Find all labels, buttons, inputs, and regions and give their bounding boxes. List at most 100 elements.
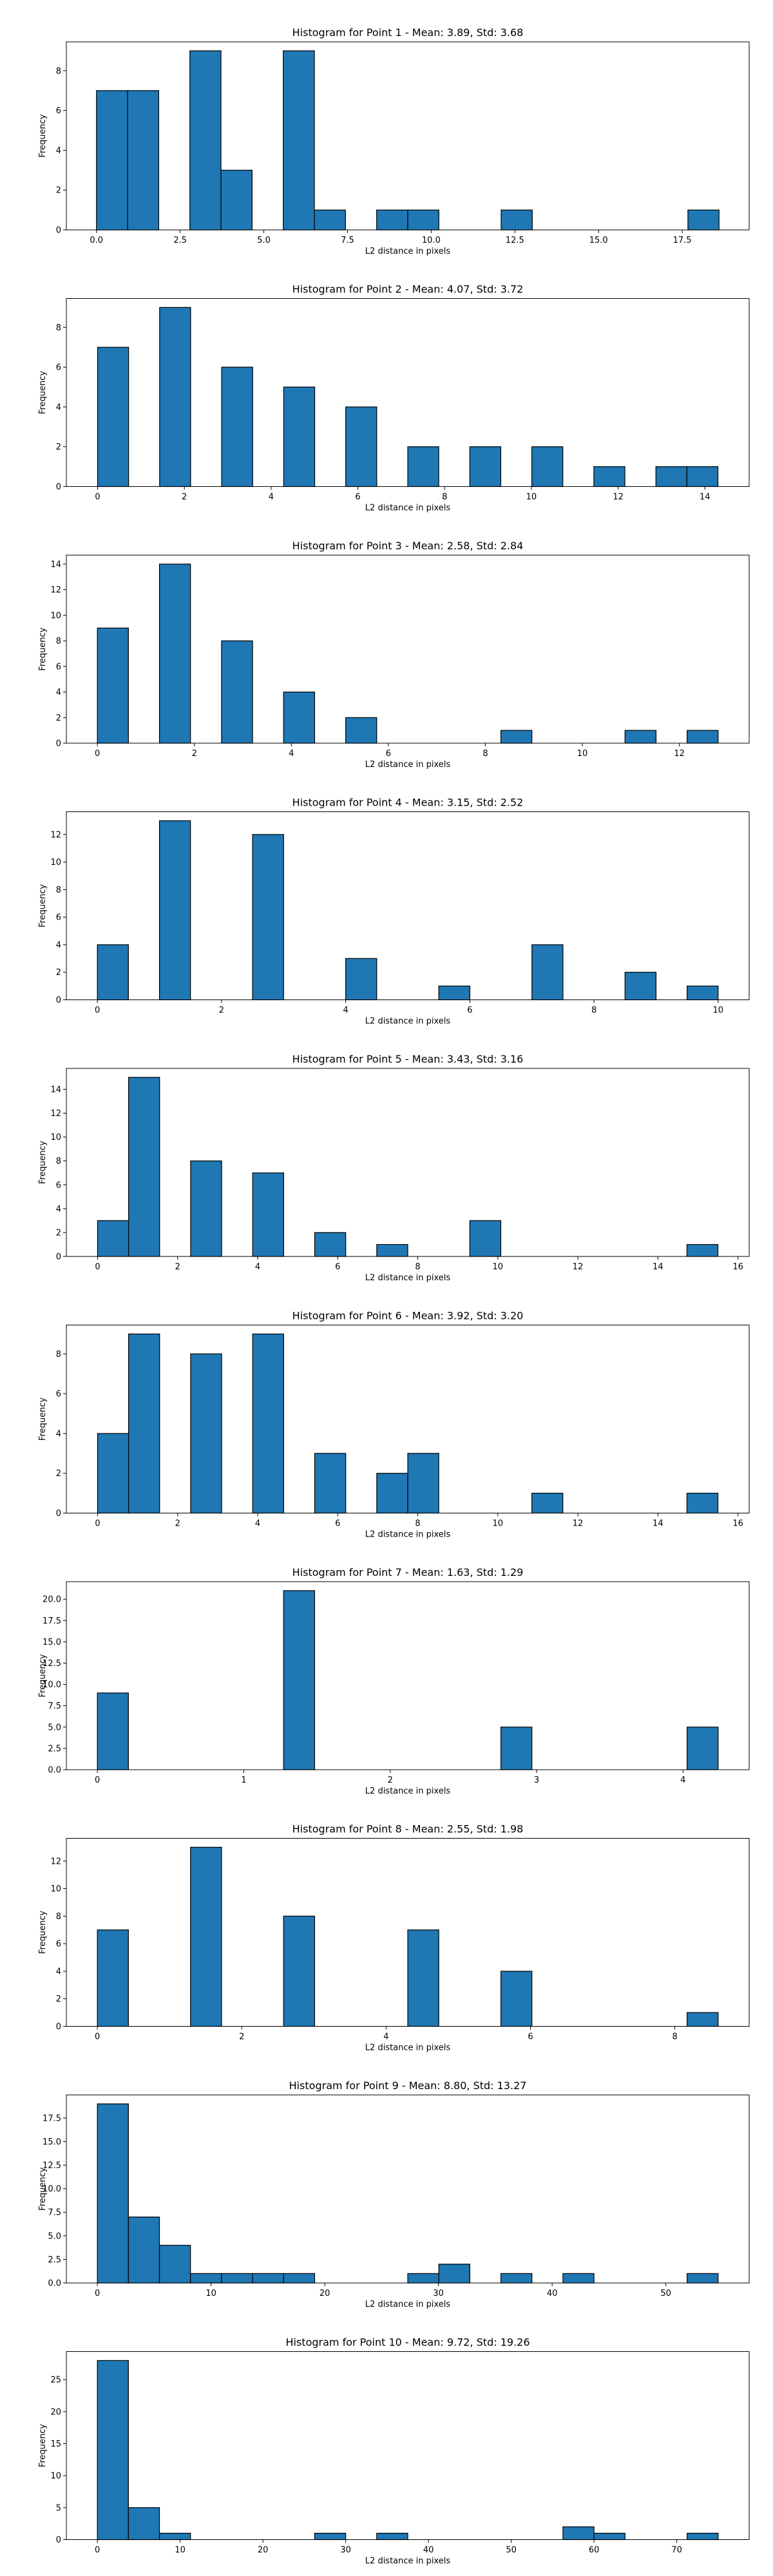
y-tick-label: 10 bbox=[50, 1884, 61, 1894]
y-tick-label: 8 bbox=[56, 323, 61, 333]
x-tick-label: 30 bbox=[433, 2289, 444, 2298]
histogram-bar bbox=[469, 446, 502, 488]
y-tick-label: 0.0 bbox=[48, 1766, 61, 1776]
y-tick-label: 17.5 bbox=[43, 1616, 61, 1626]
y-tick-label: 10 bbox=[50, 858, 61, 867]
histogram-panel-2: 0 2 4 6 8 10 12 14 0 2 4 6 8 Histogram for Point 2 - … bbox=[38, 283, 750, 513]
histogram-bar bbox=[686, 466, 719, 488]
histogram-bar bbox=[159, 307, 191, 488]
x-tick-label: 17.5 bbox=[673, 236, 692, 245]
y-tick-label: 10.0 bbox=[43, 2184, 61, 2194]
histogram-bar bbox=[283, 691, 316, 744]
x-tick-label: 12 bbox=[674, 749, 685, 759]
x-tick-label: 6 bbox=[467, 1006, 472, 1016]
x-tick-label: 20 bbox=[320, 2289, 330, 2298]
y-tick-label: 0 bbox=[56, 1253, 61, 1262]
histogram-bar bbox=[438, 2264, 470, 2284]
y-tick-label: 4 bbox=[56, 1204, 61, 1214]
y-tick-label: 10 bbox=[50, 611, 61, 621]
histogram-bar bbox=[314, 2532, 347, 2541]
x-tick-label: 10 bbox=[577, 749, 588, 759]
y-axis-label: Frequency bbox=[38, 371, 48, 414]
histogram-bar bbox=[686, 1244, 719, 1257]
histogram-bar bbox=[97, 1220, 129, 1257]
histogram-bar bbox=[686, 1493, 719, 1514]
histogram-bar bbox=[469, 1220, 502, 1257]
y-tick-label: 7.5 bbox=[48, 1701, 61, 1711]
chart-title: Histogram for Point 10 - Mean: 9.72, Std… bbox=[285, 2336, 530, 2349]
y-tick-label: 7.5 bbox=[48, 2208, 61, 2218]
x-tick-label: 8 bbox=[591, 1006, 596, 1016]
x-tick-label: 0 bbox=[95, 1776, 100, 1785]
y-tick-label: 0 bbox=[56, 2535, 61, 2545]
y-axis-label: Frequency bbox=[38, 1654, 48, 1697]
histogram-bar bbox=[562, 2273, 595, 2284]
histogram-bar bbox=[190, 1353, 222, 1514]
x-axis-label: L2 distance in pixels bbox=[365, 2300, 451, 2309]
x-tick-label: 14 bbox=[700, 493, 711, 502]
y-tick-label: 2 bbox=[56, 968, 61, 978]
y-tick-label: 2 bbox=[56, 1228, 61, 1238]
y-tick-label: 6 bbox=[56, 363, 61, 373]
y-tick-label: 12 bbox=[50, 1857, 61, 1866]
x-tick-label: 6 bbox=[335, 1519, 340, 1529]
x-tick-label: 6 bbox=[528, 2032, 533, 2042]
x-axis-label: L2 distance in pixels bbox=[365, 760, 451, 770]
histogram-bar bbox=[97, 2360, 129, 2541]
histogram-bar bbox=[407, 1453, 439, 1514]
histogram-bar bbox=[314, 209, 346, 231]
histogram-bar bbox=[190, 2273, 222, 2284]
y-tick-label: 12 bbox=[50, 585, 61, 595]
histogram-bar bbox=[158, 564, 191, 744]
y-tick-label: 2.5 bbox=[48, 2255, 61, 2265]
x-tick-label: 14 bbox=[653, 1262, 663, 1272]
y-tick-label: 8 bbox=[56, 1157, 61, 1166]
axes-frame bbox=[66, 554, 750, 744]
histogram-bar bbox=[376, 1244, 408, 1257]
x-tick-label: 10 bbox=[205, 2289, 216, 2298]
chart-title: Histogram for Point 7 - Mean: 1.63, Std:… bbox=[292, 1566, 524, 1578]
histogram-bar bbox=[283, 1915, 316, 2027]
histogram-bar bbox=[314, 1453, 347, 1514]
y-tick-label: 6 bbox=[56, 662, 61, 672]
histogram-bar bbox=[283, 2273, 316, 2284]
x-axis-label: L2 distance in pixels bbox=[365, 1786, 451, 1796]
histogram-panel-7: 0 1 2 3 4 0.0 2.5 5.0 7.5 10.0 12.5 15.0 17.5 20.0 His… bbox=[38, 1566, 750, 1796]
histogram-bar bbox=[221, 2273, 253, 2284]
y-axis-label: Frequency bbox=[38, 627, 48, 670]
x-tick-label: 10 bbox=[493, 1262, 504, 1272]
x-tick-label: 10 bbox=[493, 1519, 504, 1529]
histogram-bar bbox=[97, 346, 129, 488]
y-tick-label: 0 bbox=[56, 739, 61, 749]
y-tick-label: 4 bbox=[56, 1967, 61, 1976]
histogram-bar bbox=[128, 1333, 160, 1514]
histogram-panel-5: 0 2 4 6 8 10 12 14 16 0 2 4 6 8 10 12 14 Histogram for Po… bbox=[38, 1053, 750, 1283]
y-tick-label: 4 bbox=[56, 146, 61, 156]
y-tick-label: 8 bbox=[56, 637, 61, 647]
histogram-bar bbox=[127, 90, 160, 231]
histogram-bar bbox=[97, 2103, 129, 2284]
y-tick-label: 0 bbox=[56, 226, 61, 236]
axes-frame bbox=[66, 1068, 750, 1257]
chart-title: Histogram for Point 9 - Mean: 8.80, Std:… bbox=[289, 2079, 527, 2092]
y-tick-label: 20 bbox=[50, 2407, 61, 2417]
y-tick-label: 0.0 bbox=[48, 2279, 61, 2289]
histogram-bar bbox=[128, 1077, 160, 1257]
x-tick-label: 4 bbox=[269, 493, 274, 502]
x-tick-label: 10 bbox=[175, 2546, 186, 2555]
x-tick-label: 15.0 bbox=[589, 236, 608, 245]
histogram-bar bbox=[531, 446, 564, 488]
histogram-bar bbox=[158, 2244, 191, 2284]
histogram-bar bbox=[376, 1473, 408, 1514]
x-tick-label: 5.0 bbox=[257, 236, 271, 245]
histogram-bar bbox=[221, 366, 253, 488]
x-tick-label: 12 bbox=[613, 493, 624, 502]
histogram-bar bbox=[97, 1929, 129, 2027]
axes-frame bbox=[66, 1838, 750, 2027]
histogram-bar bbox=[687, 1727, 719, 1770]
histogram-bar bbox=[190, 1160, 222, 1257]
histogram-bar bbox=[252, 1333, 284, 1514]
y-tick-label: 2 bbox=[56, 714, 61, 723]
histogram-bar bbox=[158, 820, 191, 1001]
